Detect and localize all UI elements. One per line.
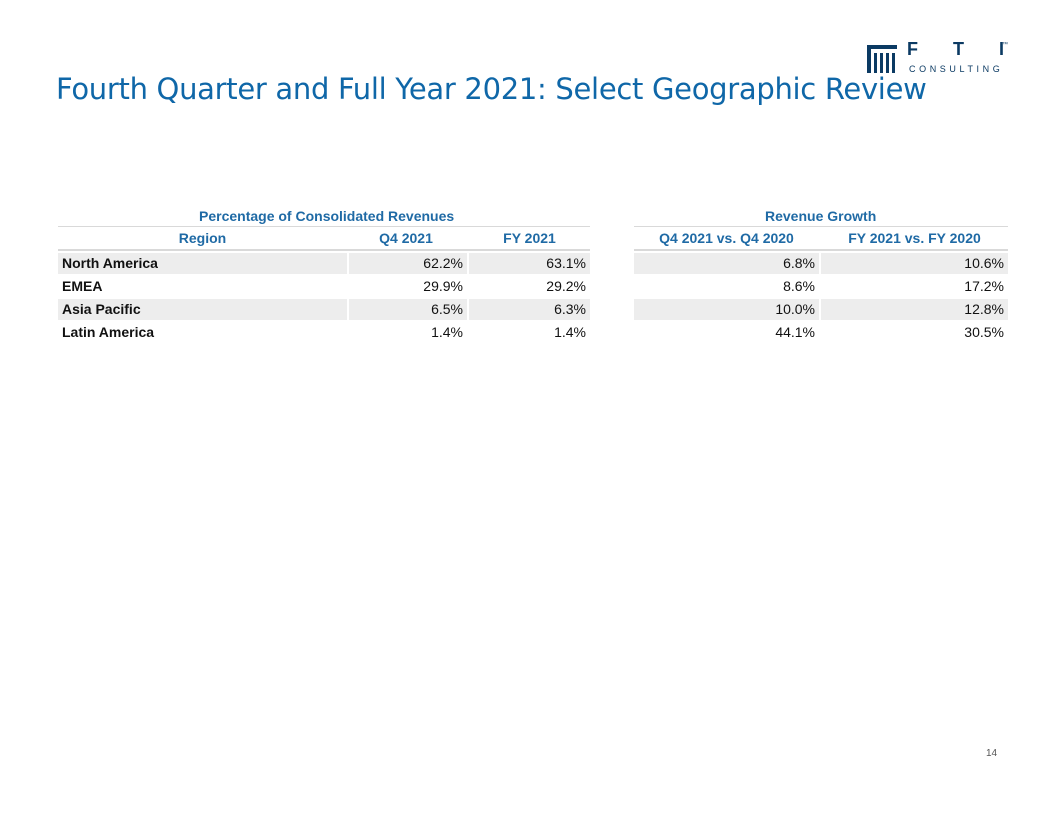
page-number: 14 [986, 748, 998, 759]
table-row: 8.6% 17.2% [634, 276, 1008, 297]
table-row: 6.8% 10.6% [634, 253, 1008, 274]
column-header-q4-growth: Q4 2021 vs. Q4 2020 [659, 230, 794, 246]
column-header-region: Region [178, 230, 227, 246]
q4-share-cell: 62.2% [349, 253, 467, 274]
revenue-growth-table: Revenue Growth Q4 2021 vs. Q4 2020 FY 20… [634, 206, 1008, 343]
column-building-icon [867, 45, 897, 73]
group-header-label: Percentage of Consolidated Revenues [199, 208, 455, 224]
table-row: Latin America 1.4% 1.4% [58, 322, 590, 343]
logo-letters: FTI [907, 39, 1039, 59]
table-row: North America 62.2% 63.1% [58, 253, 590, 274]
region-cell: Latin America [62, 324, 155, 340]
table-group-header: Revenue Growth [634, 206, 1008, 227]
q4-share-cell: 29.9% [423, 278, 463, 294]
column-header-fy-growth: FY 2021 vs. FY 2020 [848, 230, 981, 246]
column-header-q4-2021: Q4 2021 [379, 230, 433, 246]
q4-share-cell: 1.4% [431, 324, 463, 340]
logo-trademark: ™ [1002, 42, 1008, 48]
region-cell: EMEA [62, 278, 103, 294]
fy-share-cell: 29.2% [546, 278, 586, 294]
q4-growth-cell: 44.1% [775, 324, 816, 340]
region-cell: Asia Pacific [58, 299, 347, 320]
fy-growth-cell: 10.6% [821, 253, 1008, 274]
table-row: 10.0% 12.8% [634, 299, 1008, 320]
fti-consulting-logo: FTI ™ CONSULTING [867, 39, 1012, 76]
q4-growth-cell: 10.0% [634, 299, 820, 320]
table-header-row: Q4 2021 vs. Q4 2020 FY 2021 vs. FY 2020 [634, 227, 1008, 251]
q4-growth-cell: 6.8% [634, 253, 820, 274]
table-row: Asia Pacific 6.5% 6.3% [58, 299, 590, 320]
fy-share-cell: 63.1% [469, 253, 590, 274]
revenue-share-table: Percentage of Consolidated Revenues Regi… [58, 206, 590, 343]
fy-growth-cell: 30.5% [964, 324, 1004, 340]
table-header-row: Region Q4 2021 FY 2021 [58, 227, 590, 251]
fy-growth-cell: 17.2% [964, 278, 1004, 294]
q4-growth-cell: 8.6% [783, 278, 816, 294]
fy-share-cell: 6.3% [469, 299, 590, 320]
group-header-label: Revenue Growth [765, 208, 877, 224]
table-row: 44.1% 30.5% [634, 322, 1008, 343]
fy-growth-cell: 12.8% [821, 299, 1008, 320]
logo-subtitle: CONSULTING [909, 64, 1004, 74]
slide-title: Fourth Quarter and Full Year 2021: Selec… [56, 72, 927, 106]
table-row: EMEA 29.9% 29.2% [58, 276, 590, 297]
column-header-fy-2021: FY 2021 [503, 230, 556, 246]
table-group-header: Percentage of Consolidated Revenues [58, 206, 590, 227]
region-cell: North America [58, 253, 347, 274]
q4-share-cell: 6.5% [349, 299, 467, 320]
fy-share-cell: 1.4% [554, 324, 586, 340]
